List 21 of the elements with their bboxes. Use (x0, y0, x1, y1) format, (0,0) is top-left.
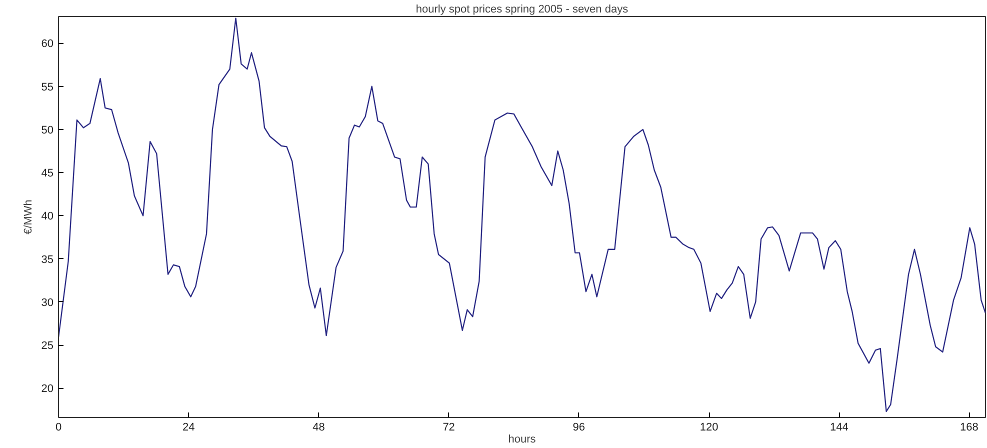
x-tick-label: 168 (960, 422, 978, 434)
x-tick-label: 24 (182, 422, 195, 434)
x-tick-label: 144 (830, 422, 848, 434)
x-tick-label: 72 (442, 422, 455, 434)
x-tick-label: 120 (700, 422, 718, 434)
x-tick-label: 0 (55, 422, 62, 434)
y-tick-label: 20 (41, 383, 54, 396)
chart-title: hourly spot prices spring 2005 - seven days (416, 4, 629, 16)
line-series (58, 18, 986, 412)
x-tick-label: 48 (312, 422, 325, 434)
y-axis-title: €/MWh (22, 200, 34, 234)
y-tick-label: 35 (41, 254, 54, 266)
x-axis-title: hours (508, 434, 536, 446)
x-tick-label: 96 (572, 422, 586, 434)
y-tick-label: 30 (41, 296, 54, 309)
y-tick-label: 45 (41, 168, 54, 180)
y-tick-label: 25 (41, 340, 54, 352)
y-tick-label: 50 (41, 124, 54, 136)
y-tick-label: 60 (41, 38, 54, 50)
y-tick-label: 40 (41, 210, 54, 223)
y-tick-label: 55 (41, 81, 54, 94)
